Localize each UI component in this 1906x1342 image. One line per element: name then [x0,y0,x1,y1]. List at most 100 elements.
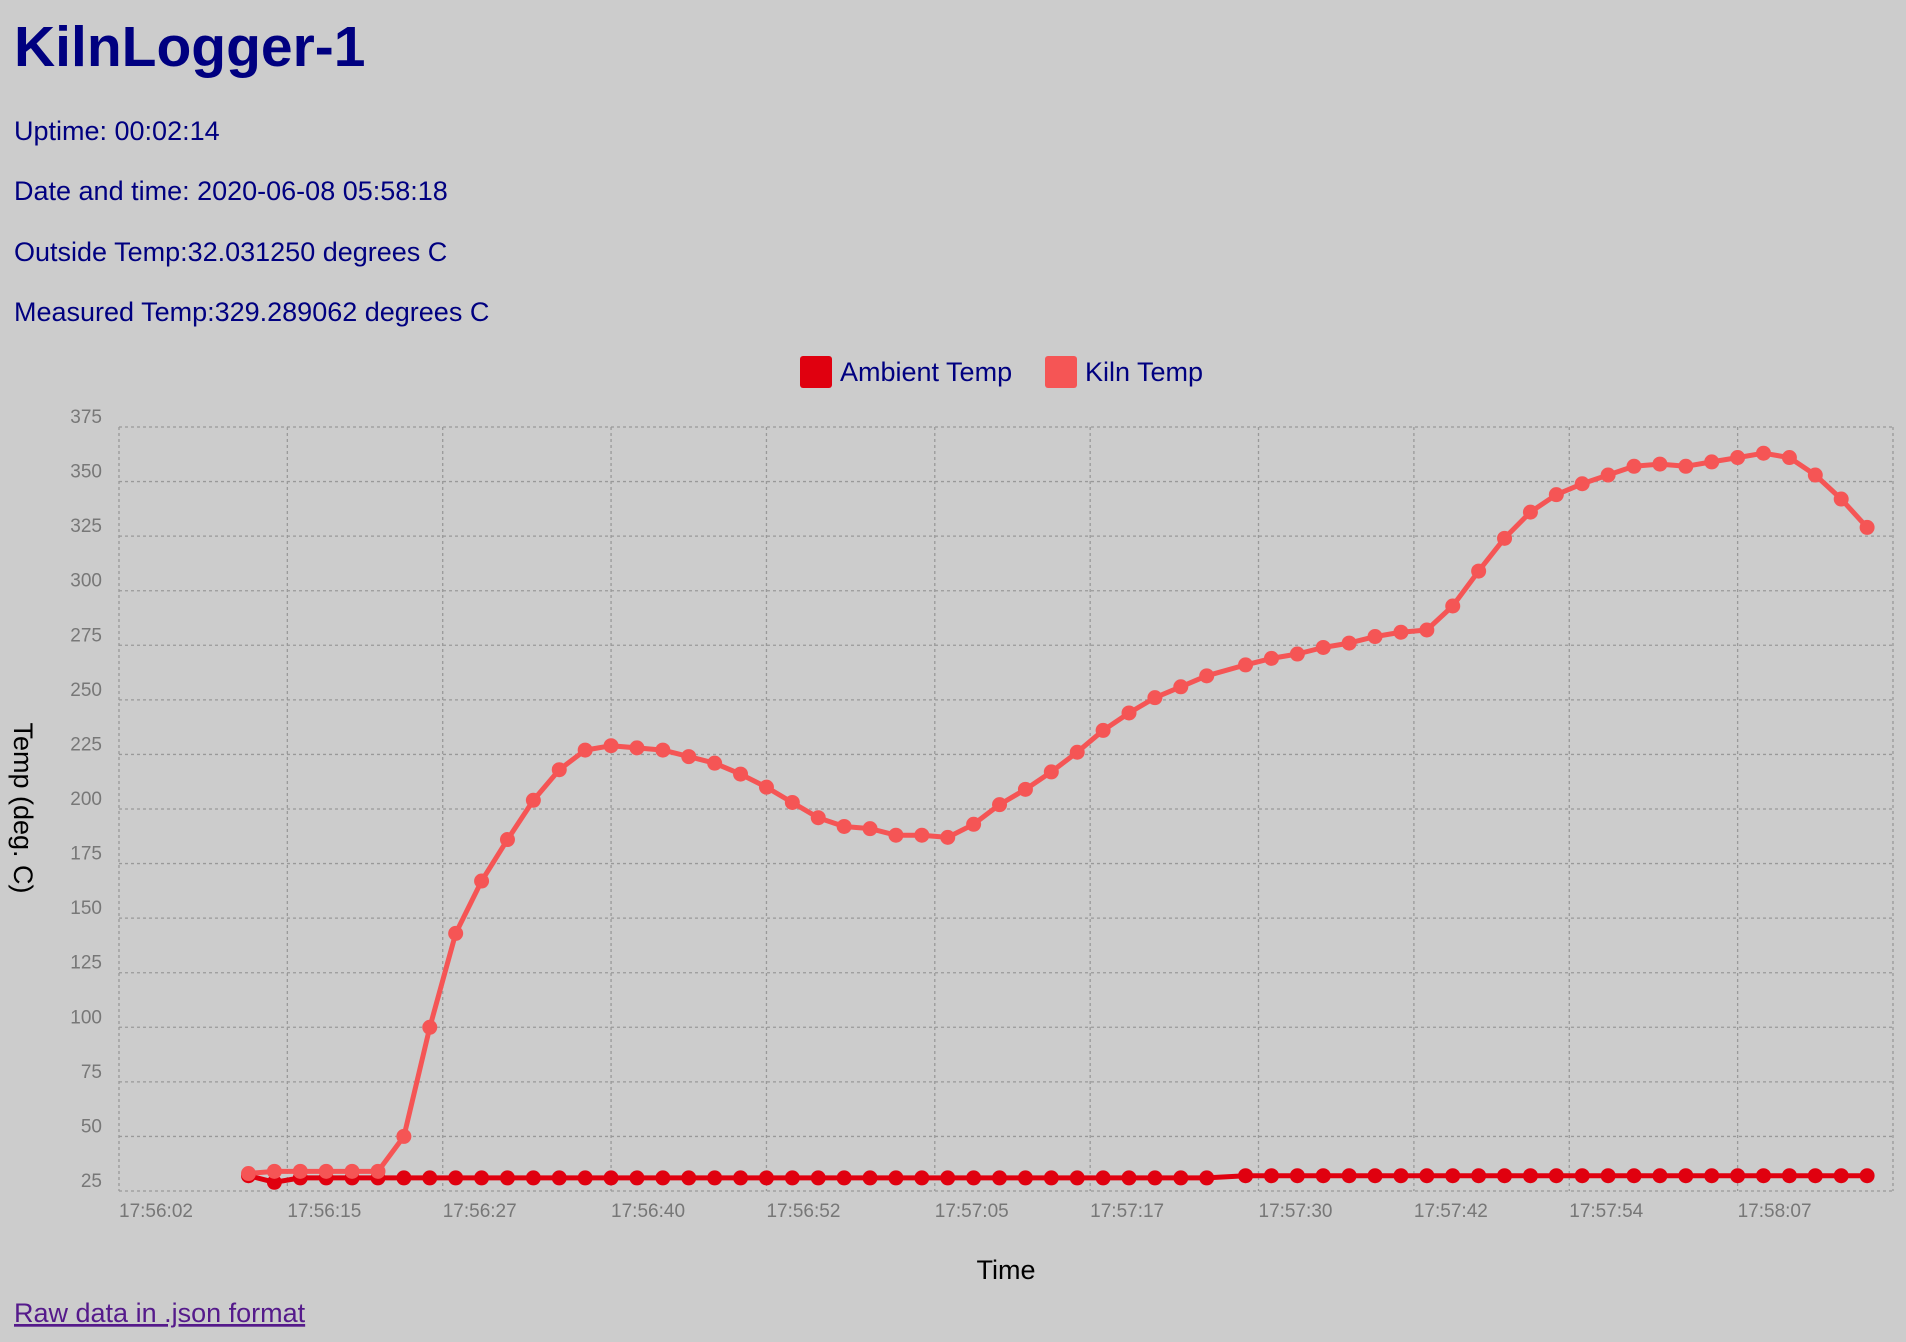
legend-label: Ambient Temp [840,357,1012,387]
x-tick-label: 17:56:15 [287,1201,361,1222]
x-tick-label: 17:58:07 [1738,1201,1812,1222]
data-point [1017,781,1033,797]
y-tick-label: 375 [70,407,102,428]
data-point [1497,1168,1513,1184]
data-point [1199,1170,1215,1186]
y-axis-title: Temp (deg. C) [8,722,38,893]
data-point [1147,1170,1163,1186]
data-point [1652,1168,1668,1184]
legend-swatch [800,356,832,388]
data-point [1419,622,1435,638]
data-point [292,1163,308,1179]
data-point [1548,1168,1564,1184]
data-point [1393,1168,1409,1184]
raw-data-link[interactable]: Raw data in .json format [14,1298,306,1328]
data-point [940,829,956,845]
data-point [1173,1170,1189,1186]
data-point [888,1170,904,1186]
outside-temp: Outside Temp:32.031250 degrees C [14,237,447,267]
y-tick-label: 100 [70,1007,102,1028]
data-point [1833,491,1849,507]
data-point [1833,1168,1849,1184]
y-tick-label: 225 [70,734,102,755]
data-point [1756,445,1772,461]
data-point [1781,450,1797,466]
data-point [1289,1168,1305,1184]
data-point [1263,650,1279,666]
data-point [1522,504,1538,520]
x-tick-label: 17:56:27 [443,1201,517,1222]
data-point [603,738,619,754]
legend-label: Kiln Temp [1085,357,1203,387]
data-point [1445,1168,1461,1184]
data-point [1341,1168,1357,1184]
data-point [370,1163,386,1179]
data-point [422,1019,438,1035]
data-point [448,1170,464,1186]
data-point [1626,1168,1642,1184]
data-point [551,1170,567,1186]
y-tick-label: 275 [70,625,102,646]
data-point [1238,1168,1254,1184]
data-point [1238,657,1254,673]
y-tick-label: 125 [70,953,102,974]
data-point [914,827,930,843]
data-point [1704,1168,1720,1184]
data-point [992,797,1008,813]
data-point [758,1170,774,1186]
data-point [733,1170,749,1186]
data-point [655,1170,671,1186]
data-point [707,755,723,771]
uptime: Uptime: 00:02:14 [14,116,220,146]
data-point [1859,1168,1875,1184]
data-point [1678,1168,1694,1184]
x-tick-label: 17:57:05 [935,1201,1009,1222]
y-tick-label: 300 [70,571,102,592]
data-point [1574,476,1590,492]
y-tick-label: 200 [70,789,102,810]
y-tick-label: 175 [70,844,102,865]
y-tick-label: 75 [81,1062,102,1083]
data-point [1445,598,1461,614]
data-point [1289,646,1305,662]
data-point [629,740,645,756]
data-point [681,1170,697,1186]
data-point [992,1170,1008,1186]
data-point [1471,1168,1487,1184]
data-point [1043,764,1059,780]
data-point [1069,744,1085,760]
data-point [577,742,593,758]
x-tick-label: 17:56:02 [119,1201,193,1222]
data-point [1781,1168,1797,1184]
data-point [1704,454,1720,470]
data-point [499,832,515,848]
data-point [1730,450,1746,466]
data-point [1095,722,1111,738]
data-point [810,810,826,826]
data-point [707,1170,723,1186]
data-point [1419,1168,1435,1184]
data-point [1652,456,1668,472]
series-line [248,450,1869,1176]
data-point [1600,1168,1616,1184]
data-point [758,779,774,795]
data-point [603,1170,619,1186]
x-tick-label: 17:57:17 [1090,1201,1164,1222]
data-point [448,925,464,941]
data-point [1730,1168,1746,1184]
data-point [474,873,490,889]
data-point [1756,1168,1772,1184]
y-tick-label: 350 [70,462,102,483]
data-point [1147,690,1163,706]
data-point [836,1170,852,1186]
data-point [474,1170,490,1186]
data-point [1341,635,1357,651]
data-point [862,821,878,837]
data-point [655,742,671,758]
data-point [1574,1168,1590,1184]
data-point [1678,458,1694,474]
data-point [1121,1170,1137,1186]
data-point [1497,530,1513,546]
